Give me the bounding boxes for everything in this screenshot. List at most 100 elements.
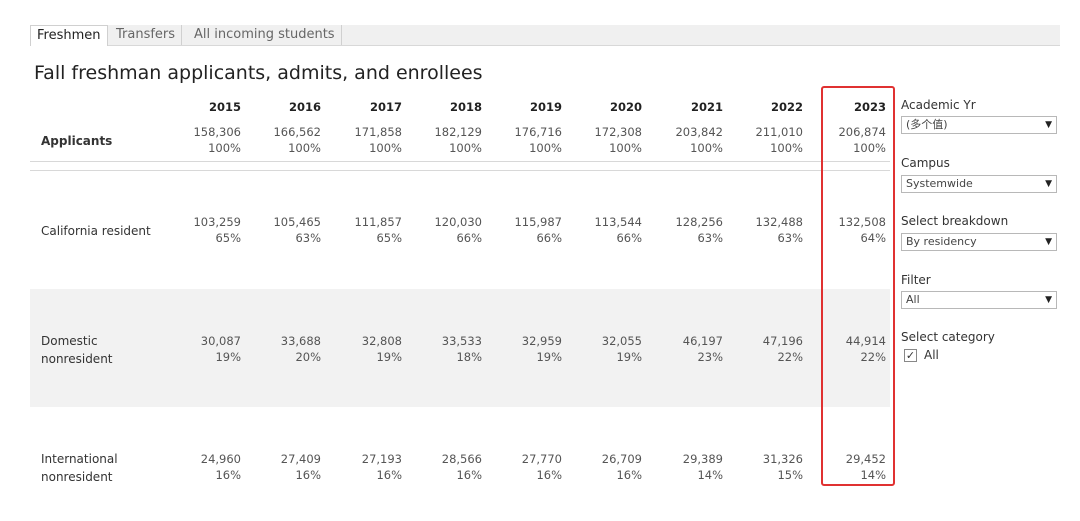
breakdown-dropdown[interactable]: By residency ▼	[901, 233, 1057, 251]
category-all-label: All	[924, 348, 939, 362]
year-header: 2022	[770, 100, 803, 114]
row-label-line: nonresident	[41, 352, 113, 366]
chevron-down-icon: ▼	[1045, 295, 1052, 305]
table-cell: 29,389 14%	[663, 451, 723, 483]
cell-percent: 16%	[616, 468, 642, 482]
table-cell: 47,196 22%	[743, 333, 803, 365]
table-cell: 182,129 100%	[422, 124, 482, 156]
cell-count: 111,857	[354, 215, 402, 229]
category-label: Select category	[901, 330, 995, 344]
row-label-line: nonresident	[41, 470, 113, 484]
cell-count: 176,716	[514, 125, 562, 139]
cell-count: 120,030	[434, 215, 482, 229]
table-cell: 32,959 19%	[502, 333, 562, 365]
table-cell: 111,857 65%	[342, 214, 402, 246]
cell-percent: 100%	[853, 141, 886, 155]
table-cell: 29,452 14%	[826, 451, 886, 483]
row-label-line: Applicants	[41, 134, 113, 148]
academic-yr-label: Academic Yr	[901, 98, 976, 112]
cell-count: 44,914	[845, 334, 886, 348]
cell-percent: 100%	[609, 141, 642, 155]
cell-percent: 65%	[215, 231, 241, 245]
row-label: California resident	[41, 222, 151, 240]
cell-percent: 14%	[860, 468, 886, 482]
cell-count: 206,874	[838, 125, 886, 139]
cell-percent: 19%	[376, 350, 402, 364]
row-label-line: California resident	[41, 224, 151, 238]
cell-count: 113,544	[594, 215, 642, 229]
category-all-checkbox[interactable]: ✓	[904, 349, 917, 362]
cell-count: 29,452	[845, 452, 886, 466]
table-cell: 46,197 23%	[663, 333, 723, 365]
cell-count: 158,306	[193, 125, 241, 139]
table-cell: 32,808 19%	[342, 333, 402, 365]
cell-count: 105,465	[273, 215, 321, 229]
year-header: 2017	[369, 100, 402, 114]
table-cell: 31,326 15%	[743, 451, 803, 483]
row-divider	[30, 170, 890, 171]
cell-count: 132,508	[838, 215, 886, 229]
cell-count: 32,808	[361, 334, 402, 348]
year-header: 2015	[208, 100, 241, 114]
cell-percent: 19%	[616, 350, 642, 364]
year-header: 2016	[288, 100, 321, 114]
cell-count: 30,087	[200, 334, 241, 348]
table-cell: 158,306 100%	[181, 124, 241, 156]
table-cell: 26,709 16%	[582, 451, 642, 483]
tab-freshmen[interactable]: Freshmen	[30, 25, 108, 46]
table-cell: 128,256 63%	[663, 214, 723, 246]
cell-percent: 100%	[529, 141, 562, 155]
cell-percent: 63%	[697, 231, 723, 245]
cell-percent: 66%	[616, 231, 642, 245]
row-label: Domestic nonresident	[41, 332, 113, 368]
cell-count: 24,960	[200, 452, 241, 466]
cell-percent: 16%	[376, 468, 402, 482]
cell-count: 166,562	[273, 125, 321, 139]
table-cell: 211,010 100%	[743, 124, 803, 156]
academic-yr-dropdown[interactable]: (多个值) ▼	[901, 116, 1057, 134]
breakdown-label: Select breakdown	[901, 214, 1009, 228]
table-cell: 113,544 66%	[582, 214, 642, 246]
row-label: Applicants	[41, 132, 112, 150]
cell-count: 46,197	[682, 334, 723, 348]
campus-value: Systemwide	[906, 177, 973, 190]
tab-all-incoming-students[interactable]: All incoming students	[188, 25, 342, 45]
academic-yr-value: (多个值)	[906, 118, 948, 131]
cell-count: 203,842	[675, 125, 723, 139]
cell-percent: 14%	[697, 468, 723, 482]
table-cell: 132,488 63%	[743, 214, 803, 246]
cell-count: 27,770	[521, 452, 562, 466]
cell-count: 182,129	[434, 125, 482, 139]
cell-count: 29,389	[682, 452, 723, 466]
row-label-line: Domestic	[41, 334, 98, 348]
cell-count: 172,308	[594, 125, 642, 139]
filter-dropdown[interactable]: All ▼	[901, 291, 1057, 309]
table-cell: 105,465 63%	[261, 214, 321, 246]
table-cell: 132,508 64%	[826, 214, 886, 246]
table-cell: 171,858 100%	[342, 124, 402, 156]
table-cell: 103,259 65%	[181, 214, 241, 246]
table-cell: 33,688 20%	[261, 333, 321, 365]
cell-count: 47,196	[762, 334, 803, 348]
tab-transfers[interactable]: Transfers	[110, 25, 183, 45]
cell-count: 27,193	[361, 452, 402, 466]
breakdown-value: By residency	[906, 235, 977, 248]
page-title: Fall freshman applicants, admits, and en…	[34, 62, 483, 84]
chevron-down-icon: ▼	[1045, 179, 1052, 189]
year-header: 2023	[853, 100, 886, 114]
cell-count: 32,055	[601, 334, 642, 348]
campus-dropdown[interactable]: Systemwide ▼	[901, 175, 1057, 193]
cell-percent: 65%	[376, 231, 402, 245]
table-cell: 115,987 66%	[502, 214, 562, 246]
cell-count: 103,259	[193, 215, 241, 229]
cell-count: 28,566	[441, 452, 482, 466]
table-cell: 203,842 100%	[663, 124, 723, 156]
cell-count: 211,010	[755, 125, 803, 139]
cell-percent: 22%	[860, 350, 886, 364]
table-cell: 24,960 16%	[181, 451, 241, 483]
year-header: 2018	[449, 100, 482, 114]
cell-count: 33,688	[280, 334, 321, 348]
cell-percent: 23%	[697, 350, 723, 364]
cell-percent: 18%	[456, 350, 482, 364]
row-band-domestic	[30, 289, 890, 407]
